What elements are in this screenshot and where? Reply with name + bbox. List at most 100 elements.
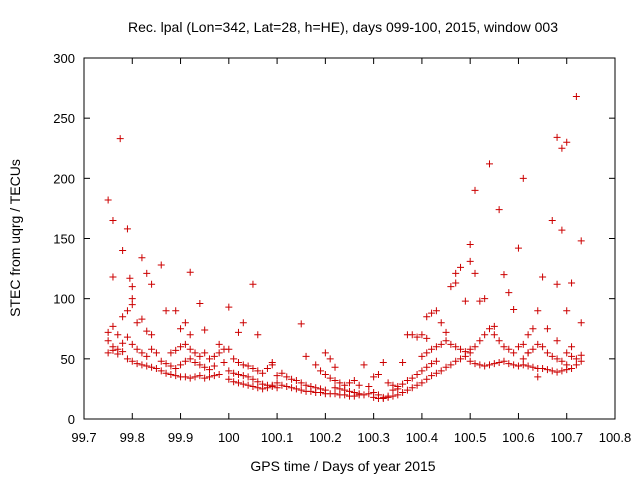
data-point-marker bbox=[239, 380, 247, 388]
data-point-marker bbox=[177, 325, 185, 333]
data-point-marker bbox=[331, 384, 339, 392]
data-point-marker bbox=[234, 358, 242, 366]
data-point-marker bbox=[186, 331, 194, 339]
data-point-marker bbox=[138, 315, 146, 323]
data-point-marker bbox=[423, 363, 431, 371]
data-point-marker bbox=[244, 362, 252, 370]
data-point-marker bbox=[123, 355, 131, 363]
data-point-marker bbox=[428, 345, 436, 353]
data-point-marker bbox=[138, 254, 146, 262]
data-point-marker bbox=[423, 334, 431, 342]
data-point-marker bbox=[157, 367, 165, 375]
data-point-marker bbox=[466, 357, 474, 365]
y-tick-label: 200 bbox=[53, 171, 75, 186]
data-point-marker bbox=[297, 379, 305, 387]
data-point-marker bbox=[172, 307, 180, 315]
data-point-marker bbox=[399, 389, 407, 397]
data-point-marker bbox=[389, 386, 397, 394]
x-tick-label: 100.8 bbox=[599, 430, 632, 445]
data-point-marker bbox=[283, 373, 291, 381]
data-point-marker bbox=[249, 364, 257, 372]
data-point-marker bbox=[534, 307, 542, 315]
data-point-marker bbox=[568, 343, 576, 351]
data-point-marker bbox=[201, 374, 209, 382]
data-point-marker bbox=[471, 360, 479, 368]
data-point-marker bbox=[408, 331, 416, 339]
data-point-marker bbox=[457, 345, 465, 353]
x-axis-label: GPS time / Days of year 2015 bbox=[250, 458, 435, 474]
x-tick-label: 100.5 bbox=[454, 430, 487, 445]
data-point-marker bbox=[452, 357, 460, 365]
data-point-marker bbox=[476, 361, 484, 369]
data-point-marker bbox=[408, 384, 416, 392]
data-point-marker bbox=[109, 273, 117, 281]
y-tick-label: 300 bbox=[53, 51, 75, 66]
data-point-marker bbox=[457, 355, 465, 363]
data-point-marker bbox=[418, 367, 426, 375]
data-point-marker bbox=[447, 340, 455, 348]
data-point-marker bbox=[389, 392, 397, 400]
data-point-marker bbox=[418, 379, 426, 387]
data-point-marker bbox=[215, 349, 223, 357]
data-point-marker bbox=[514, 343, 522, 351]
data-point-marker bbox=[505, 289, 513, 297]
data-point-marker bbox=[109, 216, 117, 224]
data-point-marker bbox=[128, 340, 136, 348]
data-point-marker bbox=[210, 362, 218, 370]
data-point-marker bbox=[254, 367, 262, 375]
data-point-marker bbox=[278, 369, 286, 377]
y-axis-ticks: 0 50 100 150 200 250 300 bbox=[53, 51, 615, 427]
data-point-marker bbox=[471, 186, 479, 194]
data-point-marker bbox=[529, 345, 537, 353]
data-point-marker bbox=[128, 357, 136, 365]
data-point-marker bbox=[326, 374, 334, 382]
x-tick-label: 100.2 bbox=[309, 430, 342, 445]
data-point-marker bbox=[399, 358, 407, 366]
data-point-marker bbox=[225, 375, 233, 383]
data-point-marker bbox=[186, 268, 194, 276]
data-point-marker bbox=[476, 337, 484, 345]
data-point-marker bbox=[104, 196, 112, 204]
data-point-marker bbox=[268, 381, 276, 389]
data-point-marker bbox=[307, 387, 315, 395]
data-point-marker bbox=[442, 337, 450, 345]
data-point-marker bbox=[186, 355, 194, 363]
data-point-marker bbox=[268, 361, 276, 369]
data-point-marker bbox=[172, 364, 180, 372]
data-point-marker bbox=[394, 391, 402, 399]
data-point-marker bbox=[403, 376, 411, 384]
data-point-marker bbox=[524, 362, 532, 370]
data-point-marker bbox=[239, 361, 247, 369]
data-point-marker bbox=[191, 349, 199, 357]
data-point-marker bbox=[365, 390, 373, 398]
data-point-marker bbox=[225, 367, 233, 375]
x-axis-ticks: 99.7 99.8 99.9 100 100.1 100.2 100.3 100.4 100.5… bbox=[71, 58, 631, 445]
data-point-marker bbox=[201, 326, 209, 334]
data-point-marker bbox=[181, 319, 189, 327]
data-point-marker bbox=[210, 352, 218, 360]
data-point-marker bbox=[466, 257, 474, 265]
data-point-marker bbox=[331, 363, 339, 371]
data-point-marker bbox=[563, 307, 571, 315]
y-axis-label: STEC from uqrg / TECUs bbox=[7, 159, 23, 317]
data-point-marker bbox=[558, 226, 566, 234]
data-point-marker bbox=[119, 348, 127, 356]
data-point-marker bbox=[317, 367, 325, 375]
data-point-marker bbox=[485, 160, 493, 168]
data-point-marker bbox=[490, 331, 498, 339]
x-tick-label: 100.4 bbox=[406, 430, 439, 445]
data-point-marker bbox=[514, 244, 522, 252]
data-point-marker bbox=[239, 372, 247, 380]
data-point-marker bbox=[273, 379, 281, 387]
data-point-marker bbox=[109, 322, 117, 330]
data-point-marker bbox=[495, 337, 503, 345]
data-point-marker bbox=[133, 360, 141, 368]
data-point-marker bbox=[572, 355, 580, 363]
data-point-marker bbox=[148, 280, 156, 288]
data-point-marker bbox=[239, 319, 247, 327]
data-point-marker bbox=[572, 361, 580, 369]
data-point-marker bbox=[201, 349, 209, 357]
data-point-marker bbox=[263, 384, 271, 392]
data-point-marker bbox=[519, 355, 527, 363]
x-tick-label: 99.7 bbox=[71, 430, 96, 445]
